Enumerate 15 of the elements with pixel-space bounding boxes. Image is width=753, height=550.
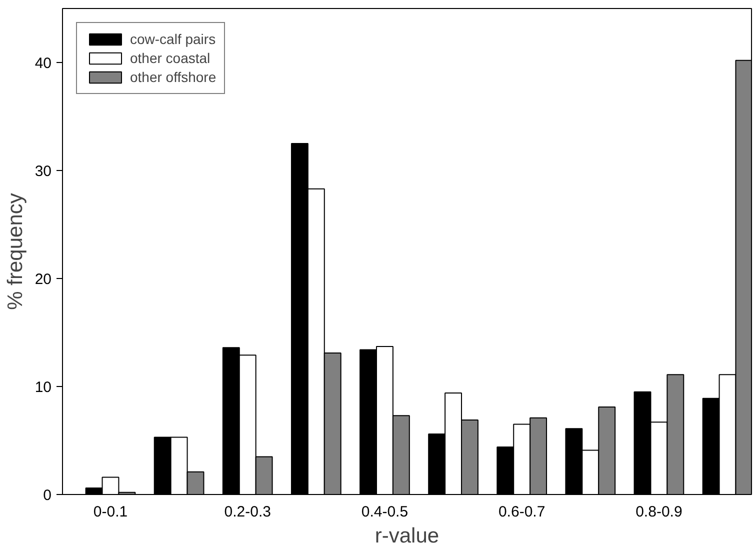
x-tick-label: 0-0.1: [93, 504, 128, 520]
y-tick-label: 0: [43, 487, 52, 504]
y-axis-title: % frequency: [4, 192, 27, 310]
x-tick-label: 0.4-0.5: [361, 504, 408, 520]
y-tick-label: 10: [34, 379, 52, 396]
legend-label: other offshore: [130, 69, 216, 85]
legend-label: other coastal: [130, 50, 210, 66]
x-tick-label: 0.2-0.3: [224, 504, 271, 520]
y-tick-label: 20: [34, 271, 52, 288]
y-tick-label: 30: [34, 163, 52, 180]
legend-label: cow-calf pairs: [130, 31, 216, 47]
x-tick-label: 0.6-0.7: [498, 504, 546, 520]
x-axis-title: r-value: [374, 524, 440, 548]
x-tick-label: 0.8-0.9: [636, 504, 682, 520]
y-tick-label: 40: [34, 55, 52, 72]
